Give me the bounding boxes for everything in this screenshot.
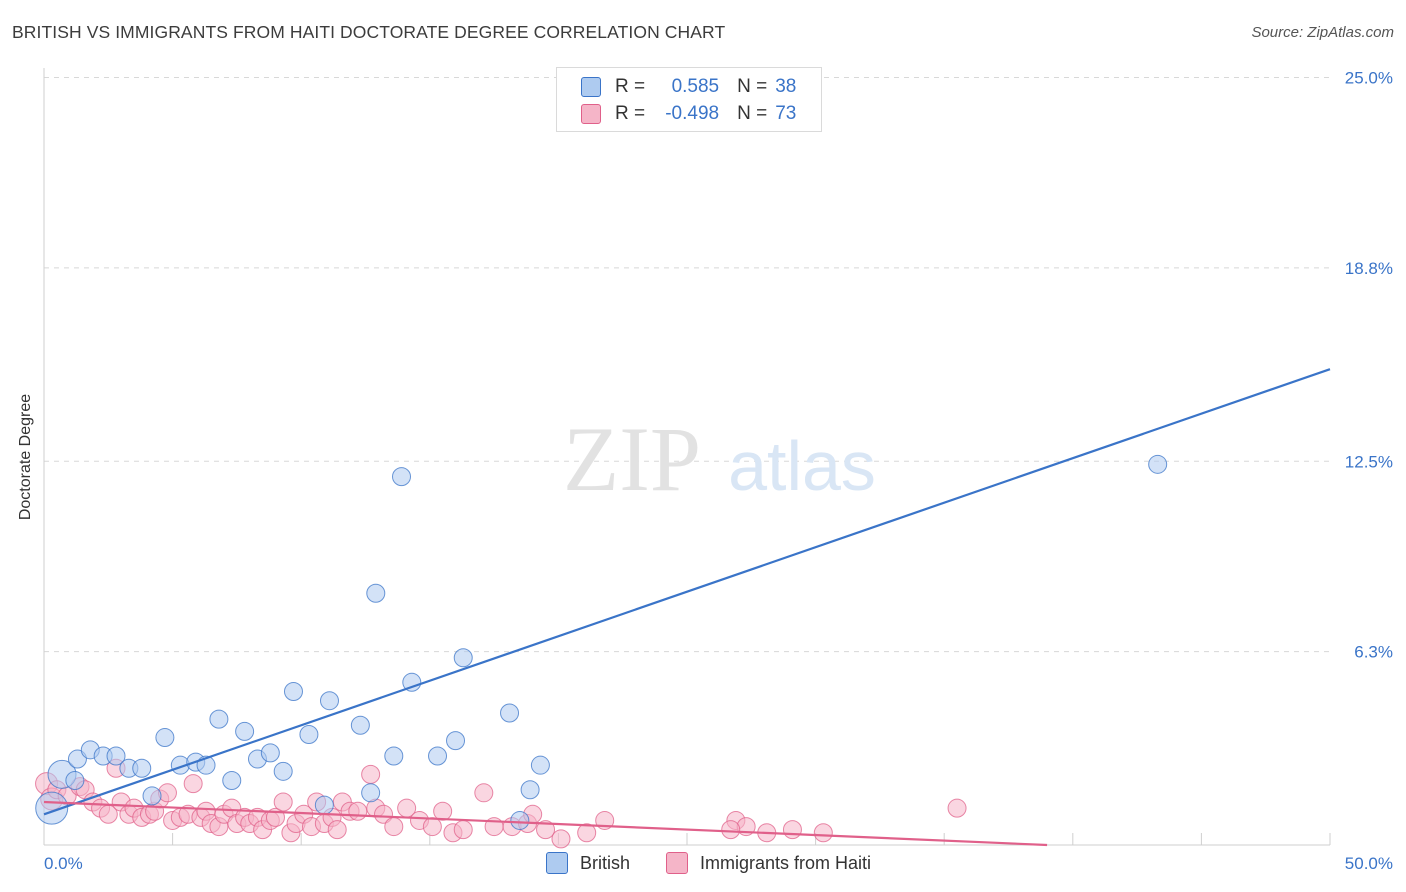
british-point xyxy=(132,758,152,778)
gridlines xyxy=(44,77,1330,653)
british-point xyxy=(235,721,255,741)
british-point xyxy=(361,783,381,803)
british-point xyxy=(500,703,520,723)
haiti-point xyxy=(551,829,571,849)
legend-item-haiti[interactable]: Immigrants from Haiti xyxy=(666,852,871,874)
legend-label-haiti: Immigrants from Haiti xyxy=(700,852,872,873)
british-point xyxy=(155,728,175,748)
stats-legend: R = 0.585 N = 38 R = -0.498 N = 73 xyxy=(556,67,822,132)
haiti-point xyxy=(327,820,347,840)
british-point xyxy=(222,771,242,791)
haiti-point xyxy=(374,804,394,824)
source-credit: Source: ZipAtlas.com xyxy=(1251,24,1394,41)
n-value-british: 38 xyxy=(775,76,797,97)
legend-label-british: British xyxy=(580,852,631,873)
haiti-point xyxy=(782,820,802,840)
y-tick-label: 12.5% xyxy=(1345,452,1393,471)
british-point xyxy=(35,791,69,825)
haiti-point xyxy=(361,764,381,784)
haiti-point xyxy=(577,823,597,843)
legend-item-british[interactable]: British xyxy=(546,852,630,874)
series-legend: British Immigrants from Haiti xyxy=(0,852,1406,878)
british-point xyxy=(384,746,404,766)
british-point xyxy=(530,755,550,775)
haiti-point xyxy=(183,774,203,794)
r-label: R = xyxy=(615,103,646,124)
british-point xyxy=(106,746,126,766)
british-point xyxy=(67,749,87,769)
haiti-point xyxy=(273,792,293,812)
haiti-point xyxy=(157,783,177,803)
british-point xyxy=(299,724,319,744)
british-point xyxy=(350,715,370,735)
british-point xyxy=(209,709,229,729)
watermark-zip: ZIP xyxy=(563,408,701,510)
n-label: N = xyxy=(737,103,768,124)
british-point xyxy=(402,672,422,692)
haiti-point xyxy=(384,817,404,837)
trend-lines xyxy=(43,368,1331,847)
haiti-point xyxy=(947,798,967,818)
haiti-trend-line xyxy=(43,800,1048,847)
british-point xyxy=(510,810,530,830)
legend-swatch-british xyxy=(581,77,601,97)
haiti-point xyxy=(422,817,442,837)
british-point xyxy=(366,583,386,603)
legend-swatch-haiti xyxy=(581,104,601,124)
x-tick-label-min: 0.0% xyxy=(44,854,83,873)
haiti-point xyxy=(453,820,473,840)
legend-row-haiti: R = -0.498 N = 73 xyxy=(581,101,796,127)
watermark: ZIP atlas xyxy=(563,408,876,510)
british-point xyxy=(65,771,85,791)
haiti-point xyxy=(813,823,833,843)
legend-swatch-british xyxy=(546,852,568,874)
r-label: R = xyxy=(615,76,646,97)
british-point xyxy=(453,648,473,668)
watermark-atlas: atlas xyxy=(728,427,876,505)
british-point xyxy=(392,467,412,487)
haiti-point xyxy=(536,820,556,840)
y-tick-label: 18.8% xyxy=(1345,259,1393,278)
r-value-haiti: -0.498 xyxy=(665,103,720,124)
r-value-british: 0.585 xyxy=(671,76,720,97)
haiti-point xyxy=(721,820,741,840)
haiti-point xyxy=(474,783,494,803)
british-trend-line xyxy=(43,368,1331,816)
tick-labels: 6.3% 12.5% 18.8% 25.0% 0.0% 50.0% xyxy=(44,69,1393,874)
haiti-point xyxy=(348,801,368,821)
y-tick-label: 6.3% xyxy=(1354,643,1393,662)
british-point xyxy=(314,795,334,815)
y-tick-label: 25.0% xyxy=(1345,69,1393,88)
british-point xyxy=(260,743,280,763)
legend-swatch-haiti xyxy=(666,852,688,874)
haiti-point xyxy=(433,801,453,821)
british-point xyxy=(142,786,162,806)
british-point xyxy=(273,761,293,781)
british-point xyxy=(428,746,448,766)
n-value-haiti: 73 xyxy=(775,103,797,124)
british-point xyxy=(446,731,466,751)
x-tick-label-max: 50.0% xyxy=(1345,854,1393,873)
british-point xyxy=(1148,454,1168,474)
british-point xyxy=(319,691,339,711)
chart-title: BRITISH VS IMMIGRANTS FROM HAITI DOCTORA… xyxy=(12,22,726,42)
n-label: N = xyxy=(737,76,768,97)
legend-row-british: R = 0.585 N = 38 xyxy=(581,74,796,100)
british-point xyxy=(520,780,540,800)
british-point xyxy=(283,682,303,701)
